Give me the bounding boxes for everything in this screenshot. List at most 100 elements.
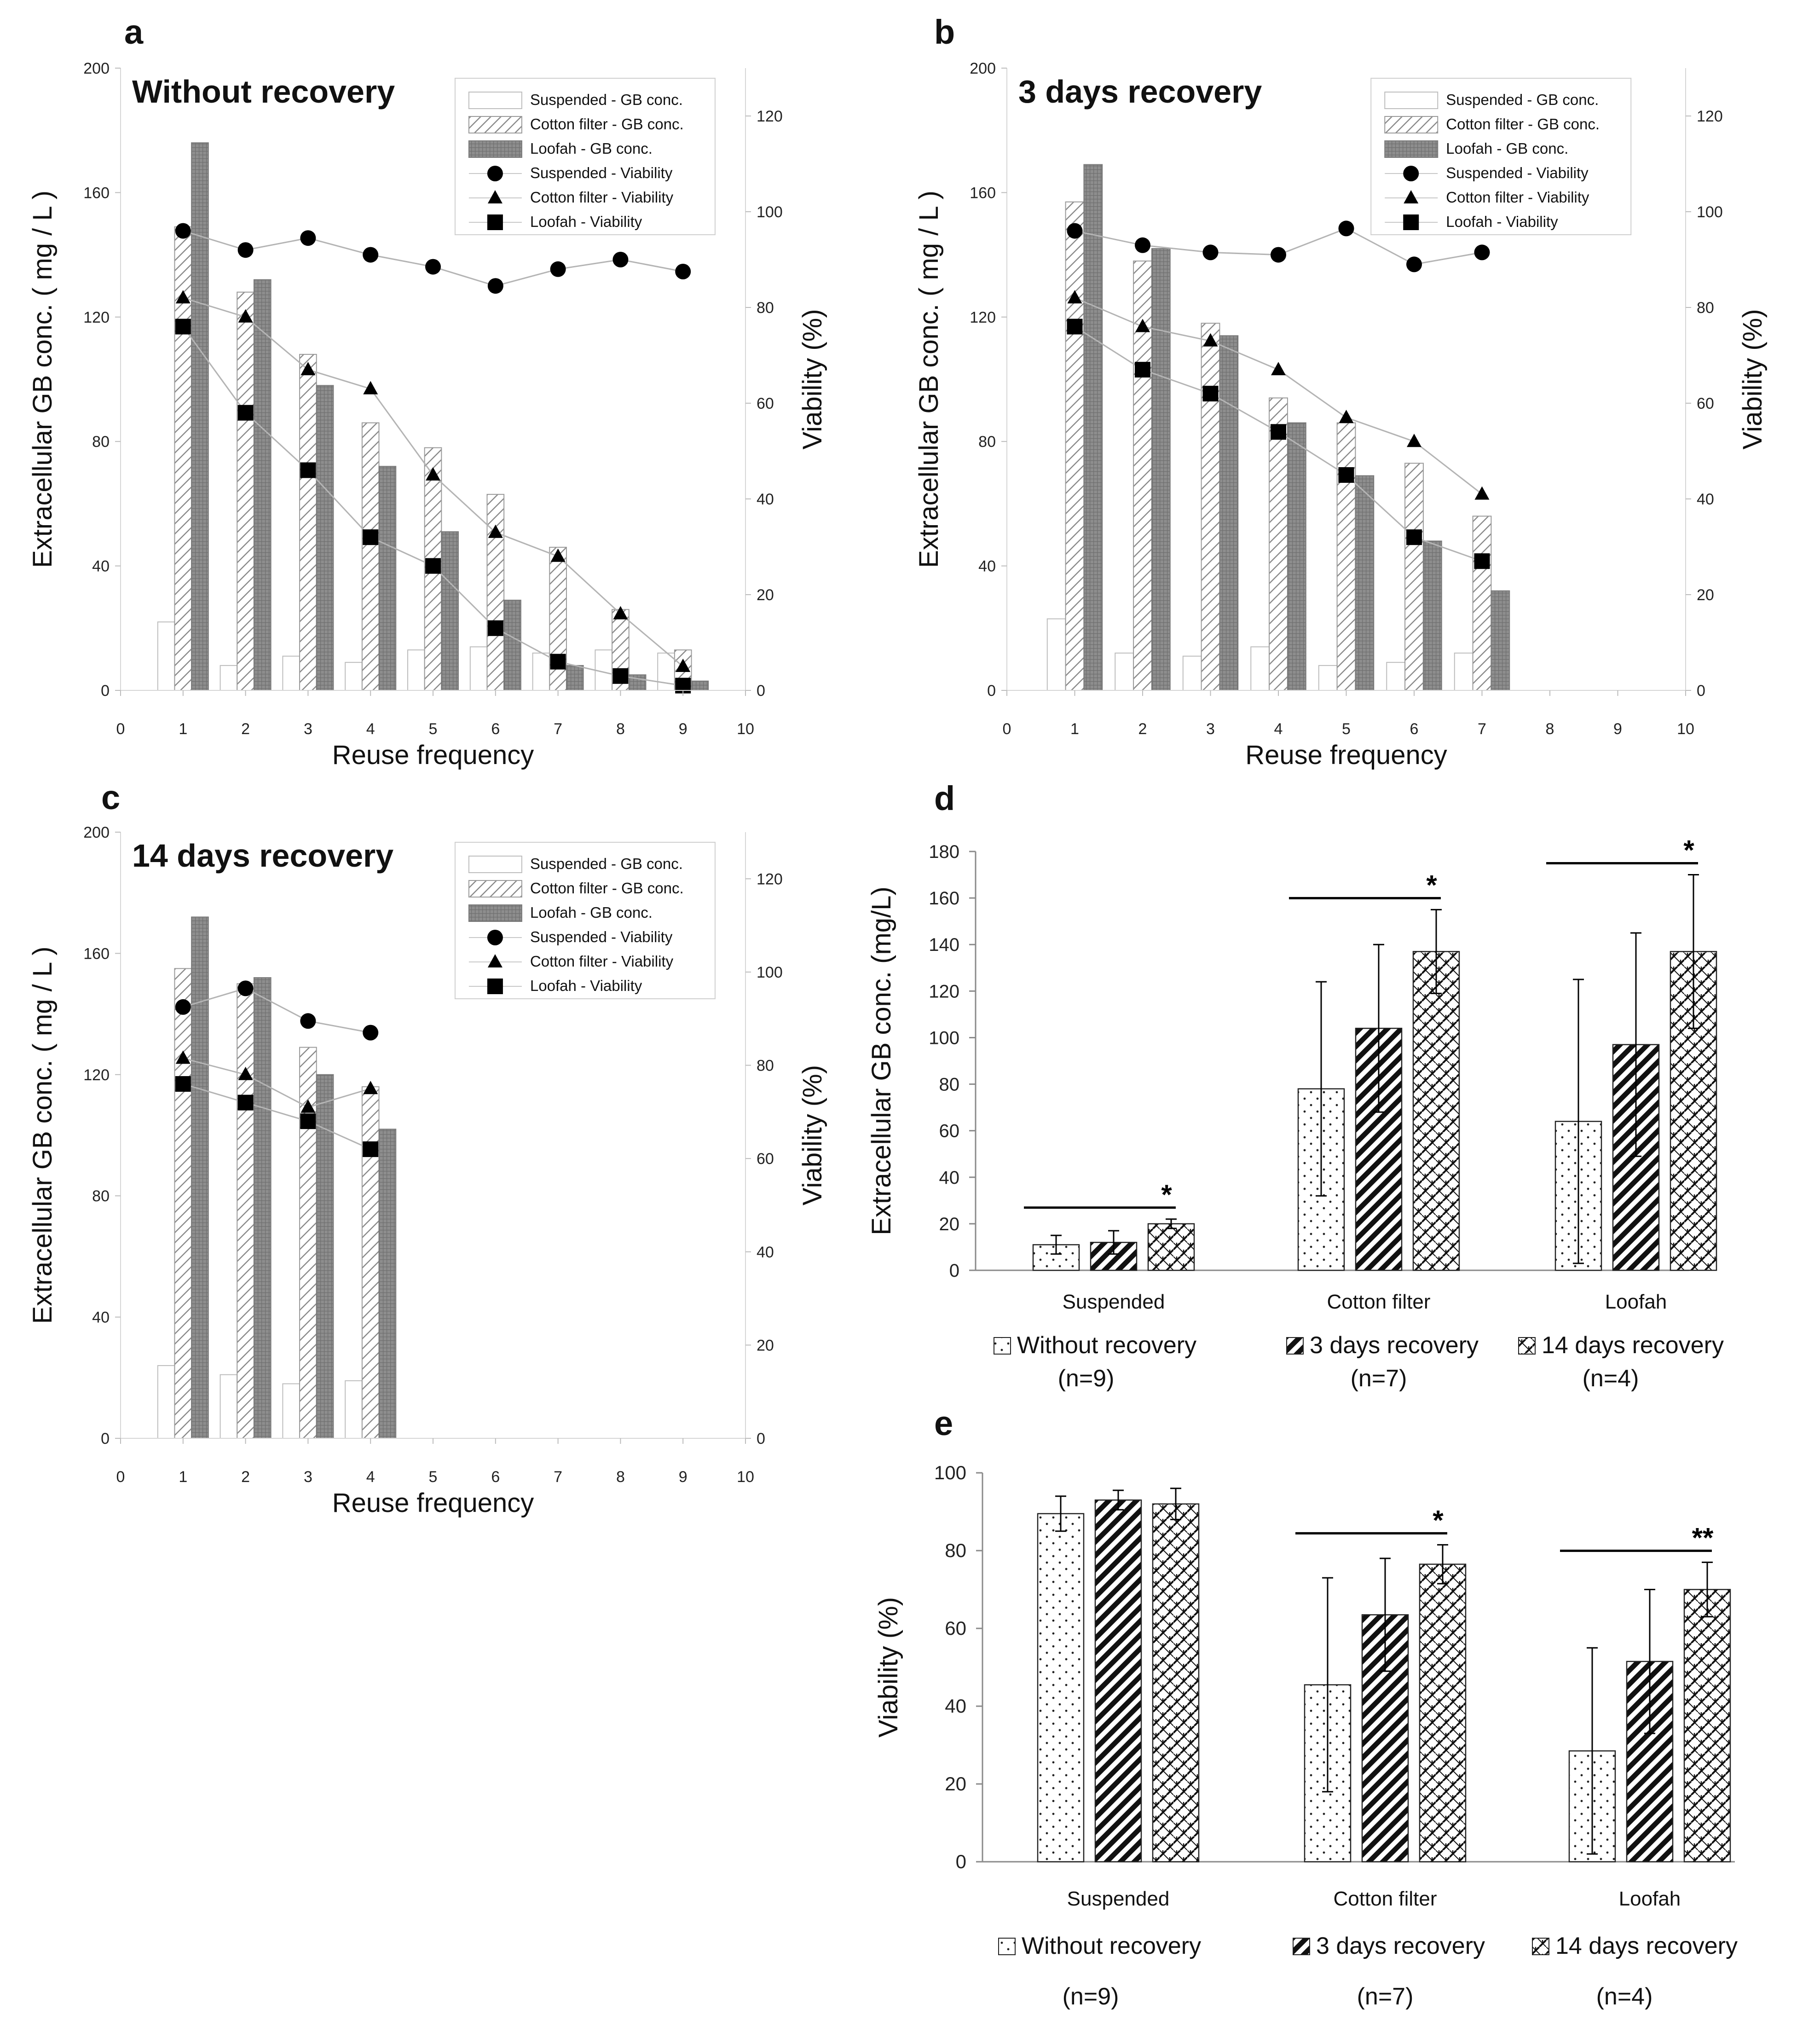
x-tick-label: 4 (366, 1468, 375, 1486)
legend-swatch-0 (468, 856, 522, 873)
marker-b-s0-1 (1067, 223, 1083, 239)
legend-marker-1 (1404, 190, 1419, 203)
significance-mark: * (1426, 869, 1437, 900)
bar-a-s0-5 (407, 649, 425, 691)
marker-c-s1-4 (363, 1081, 378, 1094)
y2-axis-title: Viability (%) (1738, 309, 1768, 449)
legend-label: Suspended - GB conc. (530, 91, 683, 108)
bar-a-s1-1 (174, 226, 192, 691)
chart-panel-c: c0 1 2 3 4 5 6 7 8 9 10040801201602000204060801001… (28, 778, 827, 1518)
legend-label: Cotton filter - Viability (530, 189, 674, 206)
bar-a-s2-3 (316, 385, 334, 691)
legend-n: (n=9) (1063, 1983, 1119, 2010)
y-tick-label: 120 (970, 309, 996, 326)
bar-c-s0-2 (220, 1374, 238, 1439)
legend-swatch-weave (1518, 1337, 1536, 1355)
x-tick-label: 8 (616, 1468, 625, 1486)
y-tick-label: 40 (978, 558, 996, 575)
legend-marker-1 (487, 954, 503, 967)
bar-c-s1-4 (361, 1086, 380, 1439)
marker-c-s0-1 (175, 999, 191, 1015)
x-tick-label: 0 (116, 1468, 125, 1486)
bar-a-s0-7 (532, 652, 550, 691)
y-tick-label: 100 (934, 1462, 966, 1483)
marker-a-s0-9 (675, 264, 691, 279)
significance-mark: * (1433, 1505, 1444, 1535)
bar-b-s1-7 (1472, 515, 1492, 691)
line-c-s2 (183, 1083, 371, 1150)
marker-c-s0-2 (237, 980, 254, 996)
y2-axis-title: Viability (%) (797, 1065, 827, 1205)
y2-tick-label: 120 (1697, 108, 1723, 125)
y-tick-label: 80 (92, 1187, 110, 1205)
y2-tick-label: 40 (757, 491, 774, 508)
marker-a-s0-7 (550, 261, 566, 277)
y-tick-label: 120 (83, 309, 110, 326)
chart-title: 14 days recovery (132, 838, 393, 874)
legend-label: 3 days recovery (1310, 1332, 1479, 1359)
marker-a-s1-3 (300, 362, 316, 376)
y-tick-label: 60 (939, 1121, 960, 1141)
legend-label: Loofah - GB conc. (1446, 140, 1568, 157)
category-label: Loofah (1605, 1291, 1667, 1313)
legend-swatch-1 (1384, 116, 1439, 133)
bar-b-s0-6 (1386, 662, 1406, 691)
legend-marker-1 (487, 190, 503, 203)
legend-marker-2 (487, 979, 503, 994)
y2-tick-label: 0 (1697, 682, 1705, 700)
legend-swatch-diag (1293, 1938, 1310, 1955)
x-tick-label: 2 (1138, 720, 1147, 738)
y-axis-title: Extracellular GB conc. (mg/L) (867, 886, 896, 1235)
legend-marker-2 (487, 214, 503, 230)
legend-marker-0 (487, 930, 503, 945)
bar-b-s2-1 (1083, 164, 1103, 691)
legend-swatch-dots (994, 1337, 1011, 1355)
bar-c-s2-4 (378, 1129, 397, 1439)
y2-tick-label: 20 (1697, 586, 1714, 604)
y2-tick-label: 80 (1697, 299, 1714, 317)
marker-b-s1-7 (1474, 486, 1490, 500)
legend-label: 14 days recovery (1555, 1933, 1738, 1959)
legend-swatch-0 (1384, 92, 1439, 109)
marker-c-s0-4 (363, 1025, 379, 1041)
y2-tick-label: 80 (757, 1057, 774, 1075)
significance-mark: * (1161, 1179, 1172, 1210)
marker-b-s2-3 (1202, 386, 1219, 402)
legend-n: (n=4) (1583, 1365, 1639, 1392)
chart-panel-d: d 0 20 40 60 80 100 120 140 160 180 Extracellular G… (867, 779, 1724, 1392)
bar-b-s2-5 (1355, 475, 1375, 691)
category-label: Suspended (1067, 1888, 1170, 1910)
legend-label: Loofah - GB conc. (530, 140, 653, 157)
bar-b-s2-3 (1219, 335, 1239, 691)
marker-a-s1-9 (676, 659, 691, 672)
x-tick-label: 4 (1274, 720, 1283, 738)
bar-e-weave-1 (1419, 1564, 1467, 1863)
y-tick-label: 0 (987, 682, 996, 700)
bar-a-s1-3 (299, 353, 317, 691)
line-c-s0 (183, 987, 371, 1034)
legend-marker-0 (487, 166, 503, 181)
y-tick-label: 80 (92, 433, 110, 451)
legend-label: Suspended - Viability (530, 928, 673, 945)
marker-c-s2-2 (237, 1094, 254, 1111)
marker-c-s1-1 (175, 1050, 191, 1064)
chart-title: 3 days recovery (1018, 74, 1262, 110)
y2-tick-label: 60 (757, 1150, 774, 1168)
line-c-s1 (183, 1057, 371, 1108)
marker-c-s1-2 (238, 1066, 253, 1080)
bar-c-s0-4 (345, 1380, 363, 1439)
marker-b-s2-7 (1474, 553, 1490, 569)
marker-a-s0-4 (363, 247, 379, 263)
marker-b-s2-1 (1067, 318, 1083, 335)
y-tick-label: 0 (956, 1851, 966, 1872)
marker-a-s1-6 (488, 524, 503, 538)
legend-label: Cotton filter - GB conc. (530, 880, 684, 897)
legend-label: Loofah - Viability (530, 977, 642, 994)
x-tick-label: 9 (679, 1468, 688, 1486)
legend-swatch-2 (468, 904, 522, 922)
y-tick-label: 80 (939, 1075, 960, 1095)
bar-a-s1-4 (361, 422, 380, 691)
x-tick-label: 8 (1546, 720, 1554, 738)
marker-b-s0-4 (1271, 247, 1286, 263)
